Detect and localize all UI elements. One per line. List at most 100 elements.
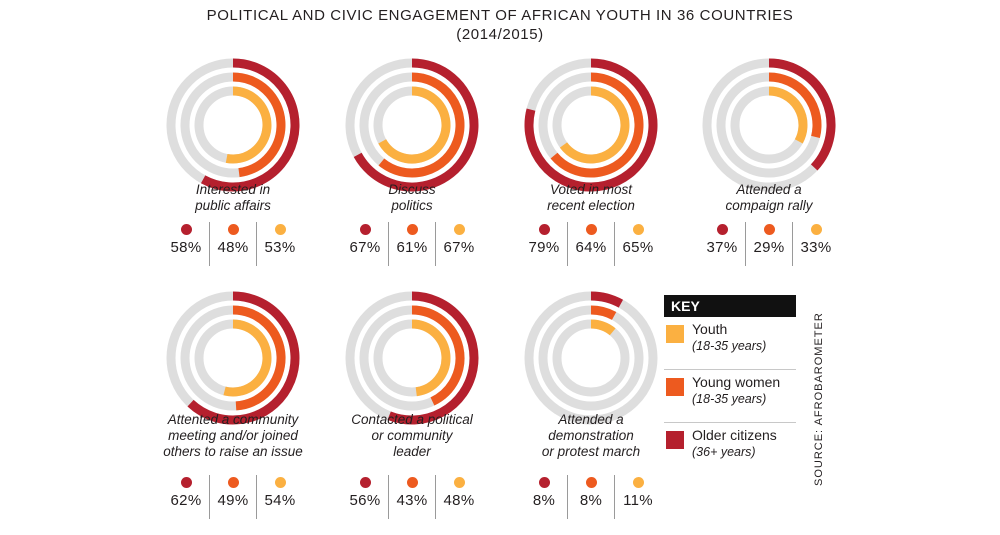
ring-arc-young-women xyxy=(768,72,822,139)
series-dot xyxy=(763,224,775,235)
panel-values: 37% 29% 33% xyxy=(679,222,859,266)
chart-title-text: POLITICAL AND CIVIC ENGAGEMENT OF AFRICA… xyxy=(206,7,794,24)
caption-line: politics xyxy=(391,198,433,213)
young-women-swatch xyxy=(666,378,684,396)
panel-caption: Contacted a political or community leader xyxy=(322,412,502,460)
value-youth: 48% xyxy=(435,475,482,519)
value-older-citizens: 56% xyxy=(342,475,388,519)
ring-arc-youth xyxy=(559,86,630,164)
panel-caption: Discuss politics xyxy=(322,182,502,214)
caption-line: leader xyxy=(393,444,431,459)
series-dot xyxy=(538,477,550,488)
series-dot xyxy=(180,477,192,488)
chart-subtitle: (2014/2015) xyxy=(456,26,544,43)
ring-arc-youth xyxy=(590,319,616,336)
chart-title: POLITICAL AND CIVIC ENGAGEMENT OF AFRICA… xyxy=(0,6,1000,44)
value-young-women: 49% xyxy=(209,475,256,519)
ring-arc-youth xyxy=(223,319,272,397)
value-youth: 54% xyxy=(256,475,303,519)
radial-chart xyxy=(524,58,658,192)
value-label: 48% xyxy=(443,492,475,509)
series-dot xyxy=(453,477,465,488)
caption-line: public affairs xyxy=(195,198,271,213)
caption-line: Attended a xyxy=(558,412,624,427)
panel-caption: Voted in most recent election xyxy=(501,182,681,214)
value-older-citizens: 67% xyxy=(342,222,388,266)
caption-line: Attented a community xyxy=(167,412,299,427)
value-older-citizens: 8% xyxy=(521,475,567,519)
caption-line: Contacted a political xyxy=(351,412,473,427)
ring-arc-young-women xyxy=(232,305,286,411)
caption-line: meeting and/or joined xyxy=(168,428,298,443)
radial-chart xyxy=(524,291,658,425)
ring-arc-youth xyxy=(768,86,808,144)
series-dot xyxy=(632,477,644,488)
panel-values: 56% 43% 48% xyxy=(322,475,502,519)
series-dot xyxy=(274,224,286,235)
series-dot xyxy=(810,224,822,235)
legend-heading: KEY xyxy=(664,295,796,317)
value-label: 37% xyxy=(706,239,738,256)
legend: KEY Youth (18-35 years) Young women (18-… xyxy=(664,295,796,475)
ring-arc-older-citizens xyxy=(200,58,300,192)
panel-caption: Interested in public affairs xyxy=(143,182,323,214)
value-older-citizens: 37% xyxy=(699,222,745,266)
series-dot xyxy=(406,477,418,488)
value-label: 61% xyxy=(396,239,428,256)
radial-chart xyxy=(166,58,300,192)
series-dot xyxy=(585,477,597,488)
value-label: 8% xyxy=(532,492,556,509)
value-label: 67% xyxy=(349,239,381,256)
ring-arc-older-citizens xyxy=(590,291,624,308)
value-youth: 33% xyxy=(792,222,839,266)
ring-arc-youth xyxy=(225,86,272,164)
chart-panel: Attended a demonstration or protest march 8… xyxy=(501,285,681,535)
series-dot xyxy=(632,224,644,235)
legend-item-older-citizens: Older citizens (36+ years) xyxy=(664,423,796,475)
panel-caption: Attended a compaign rally xyxy=(679,182,859,214)
value-youth: 11% xyxy=(614,475,661,519)
series-dot xyxy=(359,224,371,235)
ring-track xyxy=(524,291,658,425)
value-youth: 53% xyxy=(256,222,303,266)
panel-caption: Attented a community meeting and/or joine… xyxy=(143,412,323,460)
caption-line: Voted in most xyxy=(549,182,633,197)
ring-arc-young-women xyxy=(378,72,465,178)
value-label: 64% xyxy=(575,239,607,256)
value-young-women: 8% xyxy=(567,475,614,519)
ring-arc-young-women xyxy=(550,72,644,178)
caption-line: recent election xyxy=(547,198,635,213)
caption-line: or protest march xyxy=(541,444,641,459)
legend-item-youth: Youth (18-35 years) xyxy=(664,317,796,370)
legend-sublabel: (18-35 years) xyxy=(692,339,767,353)
radial-chart xyxy=(345,291,479,425)
caption-line: others to raise an issue xyxy=(163,444,303,459)
ring-arc-older-citizens xyxy=(387,291,479,425)
chart-panel: Voted in most recent election 79% 64% 65% xyxy=(501,52,681,302)
ring-arc-youth xyxy=(378,86,451,164)
value-young-women: 61% xyxy=(388,222,435,266)
caption-line: Attended a xyxy=(736,182,802,197)
legend-label: Older citizens xyxy=(692,427,777,443)
value-older-citizens: 58% xyxy=(163,222,209,266)
caption-line: Discuss xyxy=(388,182,436,197)
value-label: 79% xyxy=(528,239,560,256)
value-label: 58% xyxy=(170,239,202,256)
ring-track xyxy=(552,319,630,397)
source-note: SOURCE: AFROBAROMETER xyxy=(813,312,825,486)
series-dot xyxy=(585,224,597,235)
value-label: 53% xyxy=(264,239,296,256)
panel-values: 79% 64% 65% xyxy=(501,222,681,266)
value-label: 8% xyxy=(579,492,603,509)
legend-label: Young women xyxy=(692,374,781,390)
value-older-citizens: 79% xyxy=(521,222,567,266)
panel-caption: Attended a demonstration or protest march xyxy=(501,412,681,460)
radial-chart xyxy=(345,58,479,192)
legend-item-young-women: Young women (18-35 years) xyxy=(664,370,796,423)
ring-arc-young-women xyxy=(411,305,465,406)
legend-sublabel: (18-35 years) xyxy=(692,392,767,406)
series-dot xyxy=(538,224,550,235)
radial-chart xyxy=(702,58,836,192)
panel-values: 8% 8% 11% xyxy=(501,475,681,519)
series-dot xyxy=(227,477,239,488)
